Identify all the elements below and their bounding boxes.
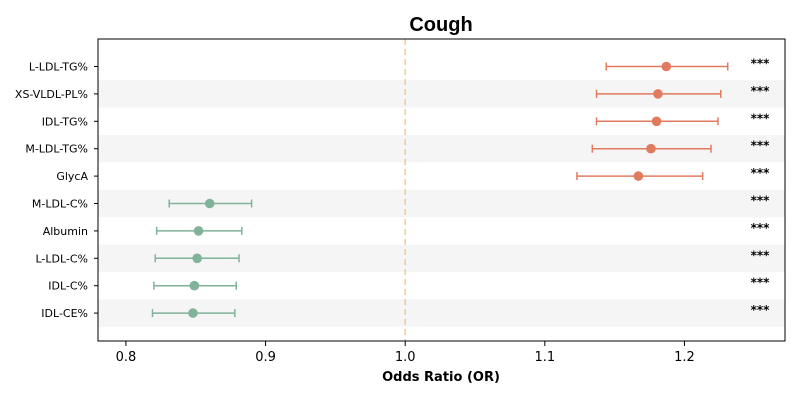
estimate-row: IDL-TG% *** [42, 111, 770, 128]
x-tick-label: 1.0 [395, 350, 416, 365]
estimate-row: XS-VLDL-PL% *** [15, 84, 770, 101]
estimate-row: L-LDL-C% *** [35, 248, 770, 265]
odds-ratio-point [204, 198, 215, 209]
significance-label: *** [751, 166, 771, 180]
row-label: Albumin [43, 225, 88, 238]
significance-label: *** [751, 248, 771, 262]
row-label: IDL-C% [48, 280, 88, 293]
estimate-row: GlycA *** [56, 166, 770, 183]
row-label: GlycA [56, 170, 88, 183]
significance-label: *** [751, 303, 771, 317]
significance-label: *** [751, 84, 771, 98]
estimate-row: Albumin *** [43, 221, 770, 238]
x-tick-label: 0.8 [116, 350, 137, 365]
x-axis-label: Odds Ratio (OR) [382, 370, 500, 385]
row-label: XS-VLDL-PL% [15, 88, 88, 101]
odds-ratio-point [192, 253, 202, 264]
plot-frame [97, 38, 786, 342]
chart-title: Cough [409, 14, 472, 36]
odds-ratio-point [651, 116, 662, 127]
row-label: L-LDL-C% [35, 252, 88, 265]
row-label: M-LDL-C% [32, 198, 88, 211]
estimate-row: IDL-CE% *** [41, 303, 770, 320]
significance-label: *** [751, 111, 771, 125]
x-tick-label: 1.1 [534, 350, 555, 365]
estimate-row: IDL-C% *** [48, 276, 770, 293]
row-label: M-LDL-TG% [25, 143, 88, 156]
row-label: L-LDL-TG% [29, 61, 88, 74]
estimate-row: M-LDL-C% *** [32, 194, 770, 211]
estimates: L-LDL-TG% ***XS-VLDL-PL% ***IDL-TG% ***M-LD… [15, 57, 770, 321]
significance-label: *** [751, 139, 771, 153]
significance-label: *** [751, 57, 771, 71]
odds-ratio-point [193, 226, 204, 236]
odds-ratio-point [189, 280, 200, 291]
odds-ratio-point [646, 143, 656, 154]
odds-ratio-point [188, 308, 198, 318]
odds-ratio-point [653, 89, 663, 99]
significance-label: *** [751, 221, 771, 235]
estimate-row: L-LDL-TG% *** [29, 57, 770, 74]
significance-label: *** [751, 194, 771, 208]
odds-ratio-point [633, 171, 644, 181]
row-label: IDL-CE% [41, 307, 88, 320]
estimate-row: M-LDL-TG% *** [25, 139, 770, 156]
x-tick-label: 1.2 [674, 350, 695, 365]
row-label: IDL-TG% [42, 115, 88, 128]
x-axis: 0.8 0.9 1.0 1.1 1.2 [94, 66, 695, 365]
significance-label: *** [751, 276, 771, 290]
x-tick-label: 0.9 [255, 350, 276, 365]
odds-ratio-point [661, 61, 672, 72]
